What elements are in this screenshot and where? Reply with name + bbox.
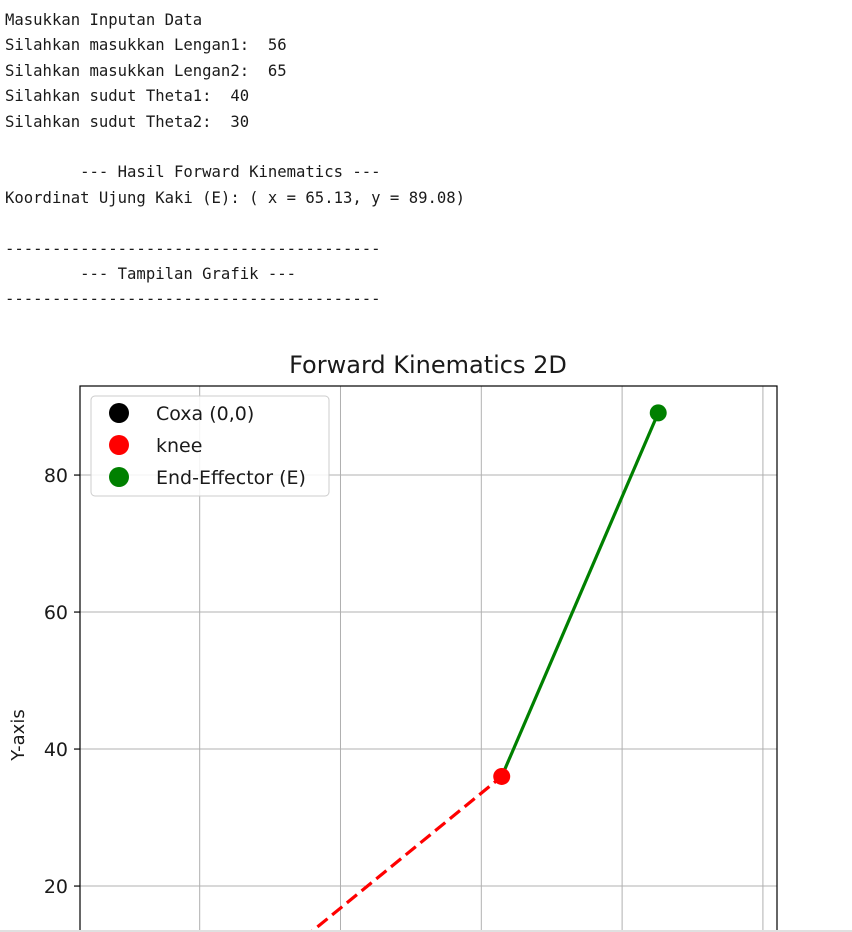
output-bottom-border xyxy=(0,930,852,932)
plot-frame xyxy=(79,385,778,932)
legend-marker-coxa xyxy=(109,403,129,423)
plot-area xyxy=(308,404,667,932)
legend-label-knee: knee xyxy=(156,435,202,457)
y-axis-ticks: 20 40 60 80 xyxy=(44,465,80,898)
y-axis-label: Y-axis xyxy=(8,709,29,761)
console-line xyxy=(5,211,465,236)
console-line: Koordinat Ujung Kaki (E): ( x = 65.13, y… xyxy=(5,188,466,207)
segment-lengan1 xyxy=(308,775,503,932)
legend-marker-knee xyxy=(109,435,129,455)
legend-box xyxy=(90,395,330,497)
y-tick-label: 80 xyxy=(44,465,68,487)
legend-marker-end-effector xyxy=(109,467,129,487)
y-tick-label: 60 xyxy=(44,602,68,624)
console-line: Silahkan masukkan Lengan1: 56 xyxy=(5,36,287,55)
console-line xyxy=(5,135,465,160)
console-line: ---------------------------------------- xyxy=(5,239,381,258)
console-line: Silahkan masukkan Lengan2: 65 xyxy=(5,61,287,80)
console-line: Masukkan Inputan Data xyxy=(5,11,203,29)
chart-title: Forward Kinematics 2D xyxy=(289,351,567,379)
end-effector-point xyxy=(649,404,667,422)
console-line: Silahkan sudut Theta2: 30 xyxy=(5,112,250,131)
chart-marks xyxy=(308,404,667,932)
y-tick-label: 20 xyxy=(44,876,68,898)
console-line: ---------------------------------------- xyxy=(5,290,381,309)
console-output: Masukkan Inputan Data Silahkan masukkan L… xyxy=(5,8,465,313)
legend-label-coxa: Coxa (0,0) xyxy=(156,403,254,425)
chart-grid xyxy=(80,386,777,932)
y-tick-label: 40 xyxy=(44,739,68,761)
plot-output: Forward Kinematics 2D 20 40 60 80 Y-axis Co… xyxy=(0,330,852,932)
segment-lengan2 xyxy=(500,412,660,778)
legend-label-end-effector: End-Effector (E) xyxy=(156,467,306,489)
console-line: Silahkan sudut Theta1: 40 xyxy=(5,87,250,106)
console-line: --- Hasil Forward Kinematics --- xyxy=(5,163,381,182)
console-line: --- Tampilan Grafik --- xyxy=(5,264,297,283)
chart-legend: Coxa (0,0) knee End-Effector (E) xyxy=(90,395,330,497)
knee-point xyxy=(493,767,511,785)
kinematics-chart: Forward Kinematics 2D 20 40 60 80 Y-axis Co… xyxy=(8,351,778,932)
